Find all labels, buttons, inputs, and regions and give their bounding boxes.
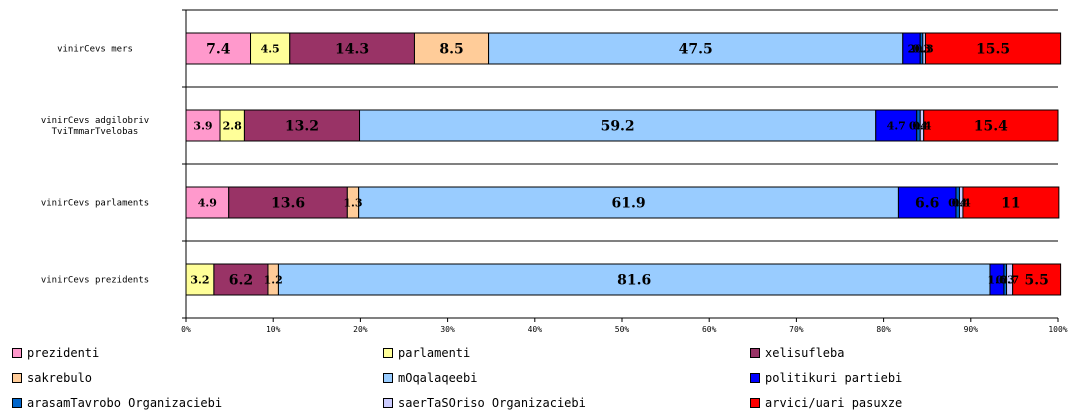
data-label: 3.9 — [193, 119, 212, 132]
x-tick-label: 60% — [702, 325, 717, 334]
data-label: 4.7 — [887, 119, 906, 132]
x-tick-label: 20% — [353, 325, 368, 334]
legend-swatch — [383, 373, 393, 383]
bar-segment — [1012, 263, 1062, 296]
x-tick-labels: 0% 10% 20% 30% 40% 50% 60% 70% 80% 90% 100% — [181, 318, 1068, 334]
data-label: 11 — [1001, 195, 1020, 211]
bar-segment — [924, 32, 1062, 65]
category-label: vinirCevs parlaments — [41, 199, 149, 209]
legend-label: parlamenti — [398, 346, 471, 360]
data-label: 81.6 — [617, 272, 651, 288]
data-label: 8.5 — [439, 41, 463, 57]
bar-segment — [213, 263, 269, 296]
data-label: 61.9 — [611, 195, 645, 211]
data-label: 0.4 — [909, 119, 928, 132]
legend-item: arvici/uari pasuxze — [750, 395, 902, 411]
data-label: 2.8 — [223, 119, 242, 132]
legend-item: saerTaSOriso Organizaciebi — [383, 395, 586, 411]
data-label: 15.5 — [976, 41, 1010, 57]
data-label: 0.4 — [912, 119, 931, 132]
legend-item: politikuri partiebi — [750, 370, 902, 386]
data-label: 5.5 — [1024, 272, 1048, 288]
data-label: 1.6 — [987, 273, 1006, 286]
data-labels: 7.4 4.5 14.3 8.5 47.5 20.30.3 15.53.9 2.8 13.2 59… — [190, 41, 1048, 288]
bar-segment — [185, 186, 230, 219]
data-label: 0.4 — [952, 196, 971, 209]
bar-segments — [185, 32, 1062, 296]
data-label: 47.5 — [679, 41, 713, 57]
legend-label: sakrebulo — [27, 371, 93, 385]
bar-segment — [185, 32, 252, 65]
bar-segment — [243, 109, 361, 142]
bar-segment — [250, 32, 291, 65]
category-label: vinirCevs mers — [57, 45, 133, 55]
legend-swatch — [383, 398, 393, 408]
legend-swatch — [383, 348, 393, 358]
bar-segment — [923, 109, 1059, 142]
data-label: 4.5 — [261, 42, 280, 55]
bar-segment — [488, 32, 904, 65]
x-tick-label: 30% — [440, 325, 455, 334]
legend-swatch — [12, 398, 22, 408]
bar-segment — [228, 186, 348, 219]
data-label: 14.3 — [335, 41, 369, 57]
x-tick-label: 40% — [528, 325, 543, 334]
bar-segment — [875, 109, 918, 142]
category-label: vinirCevs adgilobriv TviTmmarTvelobas — [41, 116, 149, 137]
bar-segment — [289, 32, 415, 65]
x-tick-label: 80% — [876, 325, 891, 334]
x-tick-label: 100% — [1048, 325, 1067, 334]
legend-item: sakrebulo — [12, 370, 92, 386]
data-label: 59.2 — [601, 118, 635, 134]
legend-item: prezidenti — [12, 345, 99, 361]
legend-label: politikuri partiebi — [765, 371, 903, 385]
bar-segment — [185, 109, 221, 142]
legend-label: arvici/uari pasuxze — [765, 396, 903, 410]
data-label: 0.3 — [912, 42, 931, 55]
data-label: 0.7 — [1000, 273, 1019, 286]
data-label: 1.2 — [264, 273, 283, 286]
legend-swatch — [750, 373, 760, 383]
legend-swatch — [12, 348, 22, 358]
legend-label: mOqalaqeebi — [398, 371, 478, 385]
data-label: 13.2 — [285, 118, 319, 134]
legend-item: arasamTavrobo Organizaciebi — [12, 395, 222, 411]
data-label: 6.6 — [915, 195, 939, 211]
legend-label: arasamTavrobo Organizaciebi — [27, 396, 223, 410]
category-labels: vinirCevs mers vinirCevs adgilobriv TviTmm… — [41, 45, 149, 286]
data-label: 13.6 — [271, 195, 305, 211]
legend-swatch — [750, 398, 760, 408]
bar-segment — [962, 186, 1060, 219]
legend-label: saerTaSOriso Organizaciebi — [398, 396, 586, 410]
bar-segment — [359, 109, 877, 142]
legend-label: xelisufleba — [765, 346, 845, 360]
legend-swatch — [750, 348, 760, 358]
legend-item: xelisufleba — [750, 345, 844, 361]
bar-segment — [185, 263, 215, 296]
legend-label: prezidenti — [27, 346, 100, 360]
category-label: vinirCevs prezidents — [41, 276, 149, 286]
bar-segment — [277, 263, 991, 296]
data-label: 1.3 — [343, 196, 362, 209]
x-tick-label: 10% — [266, 325, 281, 334]
data-label: 3.2 — [190, 273, 209, 286]
data-label: 4.9 — [198, 196, 217, 209]
bar-segment — [413, 32, 490, 65]
data-label: 15.4 — [974, 118, 1008, 134]
data-label: 0.4 — [948, 196, 967, 209]
data-label: 0.3 — [996, 273, 1015, 286]
data-label: 0.3 — [915, 42, 934, 55]
x-tick-label: 0% — [181, 325, 191, 334]
legend-swatch — [12, 373, 22, 383]
legend: prezidenti parlamenti xelisufleba sakrebulo… — [0, 340, 1073, 417]
legend-item: mOqalaqeebi — [383, 370, 477, 386]
legend-item: parlamenti — [383, 345, 470, 361]
data-label: 6.2 — [229, 272, 253, 288]
x-tick-label: 70% — [789, 325, 804, 334]
data-label: 7.4 — [206, 41, 231, 57]
x-tick-label: 50% — [615, 325, 630, 334]
x-tick-label: 90% — [964, 325, 979, 334]
data-label: 2 — [908, 42, 916, 55]
stacked-bar-chart: 7.4 4.5 14.3 8.5 47.5 20.30.3 15.53.9 2.8 13.2 59… — [41, 9, 1068, 334]
